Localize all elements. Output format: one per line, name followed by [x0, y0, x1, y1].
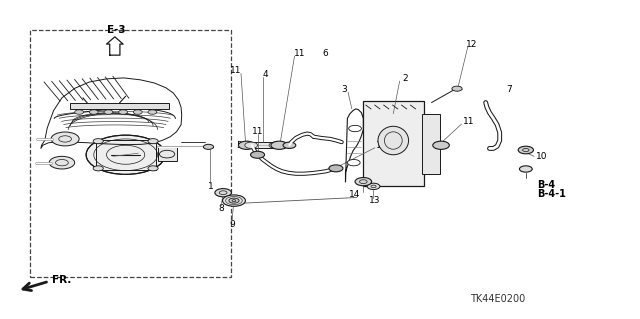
Circle shape: [271, 141, 287, 149]
Text: B-4: B-4: [537, 180, 555, 190]
Circle shape: [229, 198, 239, 203]
Bar: [70, 103, 169, 109]
Circle shape: [355, 178, 372, 186]
Text: 8: 8: [218, 204, 224, 213]
Circle shape: [148, 139, 158, 144]
Circle shape: [433, 141, 449, 149]
Circle shape: [283, 142, 296, 148]
Circle shape: [104, 110, 113, 114]
Text: 11: 11: [463, 117, 475, 126]
Text: 13: 13: [369, 196, 381, 205]
Text: 6: 6: [322, 49, 328, 58]
Circle shape: [250, 151, 264, 158]
Text: 11: 11: [294, 49, 305, 58]
Text: E-3: E-3: [106, 25, 125, 35]
Circle shape: [118, 110, 127, 114]
Circle shape: [245, 142, 257, 148]
Circle shape: [329, 165, 343, 172]
Text: 11: 11: [376, 141, 388, 150]
Bar: [30, 30, 231, 277]
Text: B-4-1: B-4-1: [537, 189, 566, 199]
Circle shape: [518, 146, 534, 154]
Text: FR.: FR.: [52, 275, 72, 285]
Circle shape: [49, 156, 75, 169]
Bar: [96, 140, 156, 170]
Circle shape: [75, 110, 84, 114]
Circle shape: [148, 166, 158, 171]
Text: 9: 9: [229, 220, 235, 229]
Polygon shape: [106, 37, 123, 55]
Circle shape: [93, 139, 103, 144]
Bar: [422, 114, 440, 174]
Text: 7: 7: [506, 85, 512, 94]
Circle shape: [269, 142, 282, 148]
Circle shape: [204, 144, 214, 149]
Bar: [157, 147, 177, 161]
Text: 3: 3: [341, 85, 347, 94]
Circle shape: [90, 110, 99, 114]
Circle shape: [93, 166, 103, 171]
Text: 11: 11: [252, 127, 263, 136]
Text: 1: 1: [207, 182, 213, 191]
Circle shape: [215, 189, 232, 197]
Text: 11: 11: [230, 66, 242, 76]
Text: 10: 10: [536, 152, 547, 161]
Ellipse shape: [378, 126, 408, 155]
Circle shape: [520, 166, 532, 172]
Circle shape: [349, 125, 362, 132]
Circle shape: [223, 195, 246, 206]
Circle shape: [86, 135, 165, 174]
Text: 14: 14: [349, 190, 361, 199]
Bar: [251, 142, 275, 148]
Circle shape: [239, 141, 255, 149]
Text: 4: 4: [263, 70, 269, 78]
Text: 2: 2: [402, 74, 408, 83]
Circle shape: [367, 183, 380, 189]
Circle shape: [348, 160, 360, 166]
Text: 5: 5: [236, 141, 242, 150]
Circle shape: [133, 110, 142, 114]
Circle shape: [452, 86, 462, 91]
Circle shape: [148, 110, 157, 114]
Bar: [364, 101, 424, 186]
Text: 12: 12: [466, 40, 477, 48]
Circle shape: [51, 132, 79, 146]
Text: TK44E0200: TK44E0200: [470, 293, 525, 304]
